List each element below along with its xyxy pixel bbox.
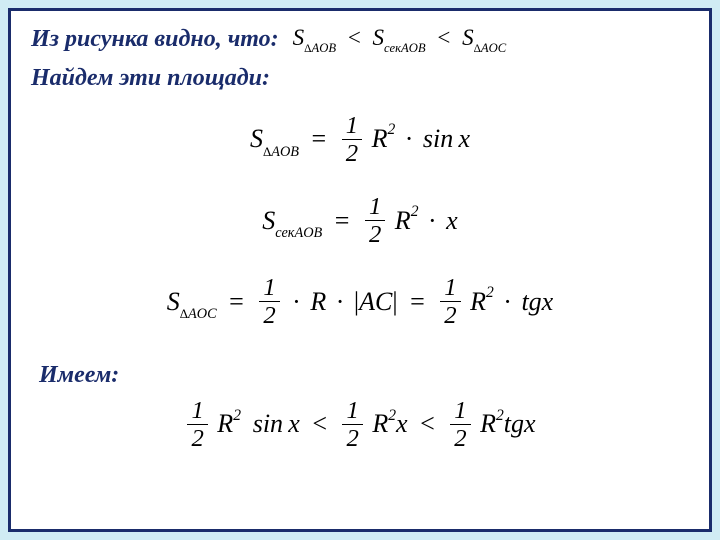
f3-dot3: · <box>500 287 515 316</box>
f1-x: x <box>458 124 470 153</box>
sym-S: S <box>293 25 305 50</box>
f3-R1: R <box>310 287 326 316</box>
f2-sub: секAOB <box>275 225 322 241</box>
fin-R2: R <box>372 409 388 438</box>
fin-lt2: < <box>414 409 441 438</box>
f2-x: x <box>446 206 458 235</box>
fin-R3: R <box>480 409 496 438</box>
fin-sup1: 2 <box>233 407 241 424</box>
f2-num: 1 <box>365 193 385 221</box>
fin-half3: 12 <box>450 397 470 452</box>
sym-S2: S <box>373 25 385 50</box>
f3-R2: R <box>470 287 486 316</box>
line2-prose: Найдем эти площади: <box>31 65 270 91</box>
f3-barR: | <box>392 287 397 316</box>
f1-dot: · <box>402 124 417 153</box>
f3-tgx: tgx <box>521 287 553 316</box>
fin-half2: 12 <box>342 397 362 452</box>
line1-prose: Из рисунка видно, что: <box>31 26 279 53</box>
f3-num2: 1 <box>440 274 460 302</box>
formula-2: SсекAOB = 12 R2 · x <box>31 195 689 250</box>
content-frame: Из рисунка видно, что: SΔAOB < SсекAOB <… <box>8 8 712 532</box>
f2-S: S <box>262 206 275 235</box>
fin-x1: x <box>288 409 300 438</box>
f1-sin: sin <box>423 124 453 153</box>
f3-tri: Δ <box>180 307 188 321</box>
fin-sin: sin <box>253 409 283 438</box>
f1-R: R <box>372 124 388 153</box>
f3-num1: 1 <box>259 274 279 302</box>
f3-dot1: · <box>289 287 304 316</box>
final-inequality: 12 R2 sin x < 12 R2x < 12 R2tgx <box>31 399 689 454</box>
fin-R1: R <box>217 409 233 438</box>
f2-R: R <box>395 206 411 235</box>
f1-sub: ΔAOB <box>263 144 299 160</box>
fin-x2: x <box>396 409 408 438</box>
f1-num: 1 <box>342 112 362 140</box>
f1-half: 12 <box>342 112 362 167</box>
f2-eq: = <box>329 206 356 235</box>
lt2: < <box>431 25 456 50</box>
sub-aob: AOB <box>311 41 336 55</box>
f3-sub: ΔAOC <box>180 306 217 322</box>
line-haveit: Имеем: <box>39 362 689 389</box>
f1-den: 2 <box>342 140 362 167</box>
formula-1: SΔAOB = 12 R2 · sin x <box>31 114 689 169</box>
f3-sup: 2 <box>486 284 494 301</box>
f3-dot2: · <box>333 287 348 316</box>
fin-den2: 2 <box>342 425 362 452</box>
fin-half1: 12 <box>187 397 207 452</box>
line1-inequality: SΔAOB < SсекAOB < SΔAOC <box>293 25 507 55</box>
f1-S: S <box>250 124 263 153</box>
f3-half2: 12 <box>440 274 460 329</box>
f2-den: 2 <box>365 221 385 248</box>
line-1: Из рисунка видно, что: SΔAOB < SсекAOB <… <box>31 25 689 55</box>
f2-dot: · <box>425 206 440 235</box>
fin-tgx: tgx <box>504 409 536 438</box>
f1-eq: = <box>306 124 333 153</box>
fin-sup3: 2 <box>496 407 504 424</box>
fin-num3: 1 <box>450 397 470 425</box>
tri2: Δ <box>474 43 481 55</box>
f2-half: 12 <box>365 193 385 248</box>
f3-AC: AC <box>359 287 392 316</box>
f3-den1: 2 <box>259 302 279 329</box>
f3-den2: 2 <box>440 302 460 329</box>
line-2: Найдем эти площади: <box>31 65 689 92</box>
sub-sek-aob: секAOB <box>384 41 426 55</box>
fin-sup2: 2 <box>388 407 396 424</box>
lt1: < <box>342 25 367 50</box>
fin-lt1: < <box>306 409 333 438</box>
fin-den1: 2 <box>187 425 207 452</box>
fin-num1: 1 <box>187 397 207 425</box>
formula-3: SΔAOC = 12 · R · |AC| = 12 R2 · tgx <box>31 276 689 331</box>
f3-eq2: = <box>404 287 431 316</box>
f3-eq1: = <box>223 287 250 316</box>
sub-tri-aob: ΔAOB <box>304 41 336 55</box>
haveit-prose: Имеем: <box>39 362 119 388</box>
sym-S3: S <box>462 25 474 50</box>
f2-sup: 2 <box>411 203 419 220</box>
f1-tri: Δ <box>263 145 271 159</box>
sub-aoc: AOC <box>481 41 506 55</box>
fin-den3: 2 <box>450 425 470 452</box>
f3-sub-rest: AOC <box>188 306 217 322</box>
f3-S: S <box>167 287 180 316</box>
f1-sub-rest: AOB <box>271 144 299 160</box>
sub-tri-aoc: ΔAOC <box>474 41 507 55</box>
f3-half1: 12 <box>259 274 279 329</box>
fin-num2: 1 <box>342 397 362 425</box>
f1-sup: 2 <box>387 121 395 138</box>
